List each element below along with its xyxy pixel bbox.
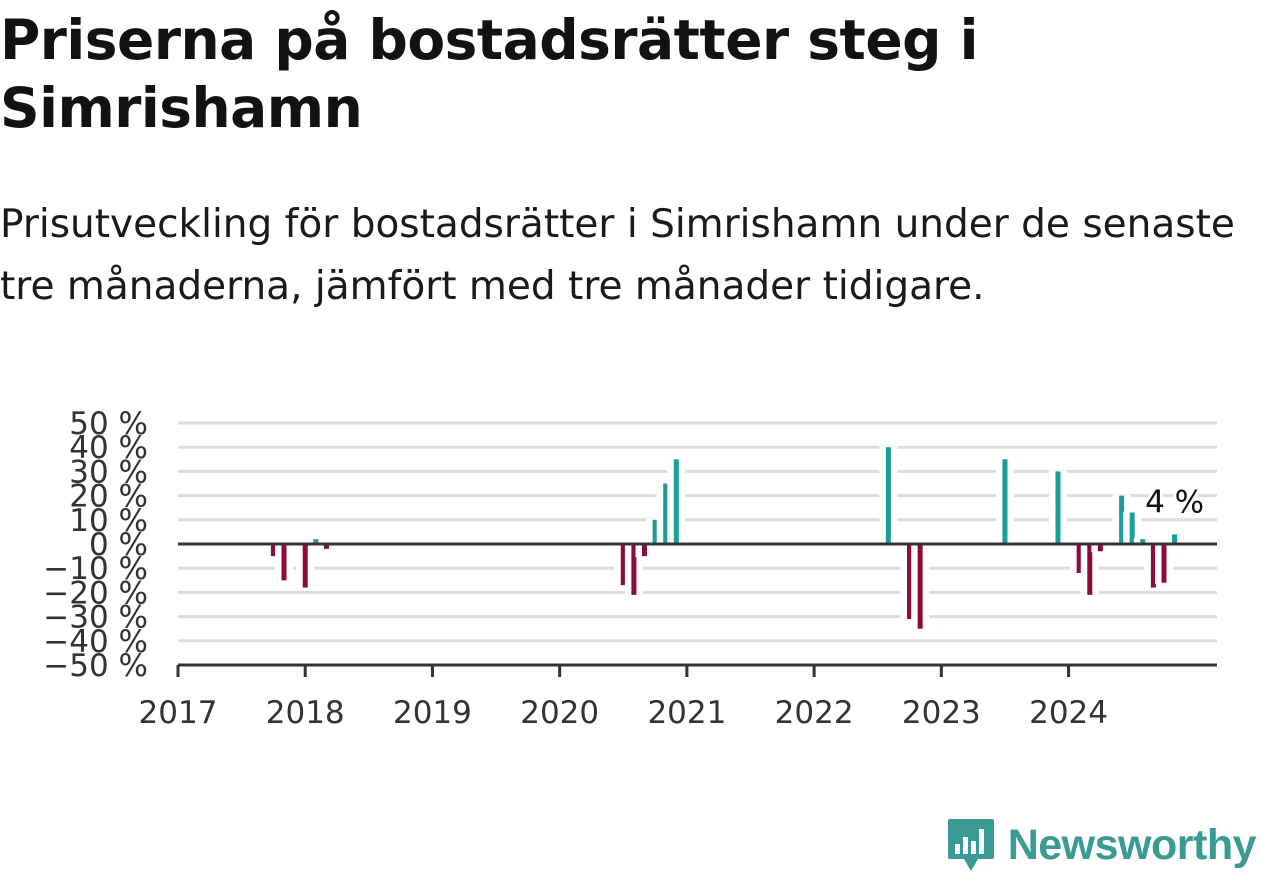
x-tick-label: 2018 <box>266 695 345 731</box>
y-tick-label: −10 % <box>43 551 148 587</box>
x-tick-label: 2023 <box>902 695 981 731</box>
bar-positive <box>313 539 319 544</box>
y-tick-label: 40 % <box>69 430 148 466</box>
bar-negative <box>620 544 626 586</box>
y-tick-label: −40 % <box>43 624 148 660</box>
x-tick-label: 2022 <box>775 695 854 731</box>
bar-positive <box>1055 471 1061 544</box>
bar-positive <box>1129 512 1135 544</box>
newsworthy-logo: Newsworthy <box>946 817 1257 873</box>
chart-title: Priserna på bostadsrätter steg i Simrish… <box>0 8 979 140</box>
y-tick-label: 10 % <box>69 503 148 539</box>
bar-negative <box>270 544 276 557</box>
x-tick-label: 2020 <box>520 695 599 731</box>
bar-negative <box>1087 544 1093 595</box>
bar-negative <box>323 544 329 549</box>
bar-negative <box>1150 544 1156 588</box>
bar-positive <box>673 459 679 544</box>
newsworthy-logo-icon <box>947 819 994 871</box>
bar-positive <box>885 447 891 544</box>
x-tick-label: 2017 <box>139 695 218 731</box>
logo-text: Newsworthy <box>1007 820 1257 869</box>
bar-negative <box>1161 544 1167 583</box>
bar-negative <box>631 544 637 595</box>
bar-positive <box>663 483 669 544</box>
chart-subtitle: Prisutveckling för bostadsrätter i Simri… <box>0 202 1235 309</box>
y-tick-label: 30 % <box>69 454 148 490</box>
bar-positive <box>1002 459 1008 544</box>
bar-negative <box>917 544 923 629</box>
bar-chart: 50 %40 %30 %20 %10 %0 %−10 %−20 %−30 %−4… <box>43 406 1217 731</box>
bar-negative <box>907 544 913 620</box>
bar-negative <box>302 544 308 588</box>
bar-positive <box>652 519 658 544</box>
x-tick-label: 2021 <box>647 695 726 731</box>
bar-positive <box>1140 539 1146 544</box>
x-tick-label: 2024 <box>1029 695 1108 731</box>
bar-negative <box>1076 544 1082 574</box>
x-tick-label: 2019 <box>393 695 472 731</box>
y-tick-label: 20 % <box>69 479 148 515</box>
bar-negative <box>281 544 287 581</box>
y-tick-label: 0 % <box>89 527 148 563</box>
y-tick-label: 50 % <box>69 406 148 442</box>
bar-negative <box>1097 544 1103 552</box>
y-tick-label: −20 % <box>43 575 148 611</box>
bar-negative <box>641 544 647 557</box>
y-tick-label: −50 % <box>43 648 148 684</box>
bar-positive <box>1119 495 1125 544</box>
bar-positive <box>1172 534 1178 544</box>
data-label: 4 % <box>1145 484 1204 520</box>
y-tick-label: −30 % <box>43 600 148 636</box>
